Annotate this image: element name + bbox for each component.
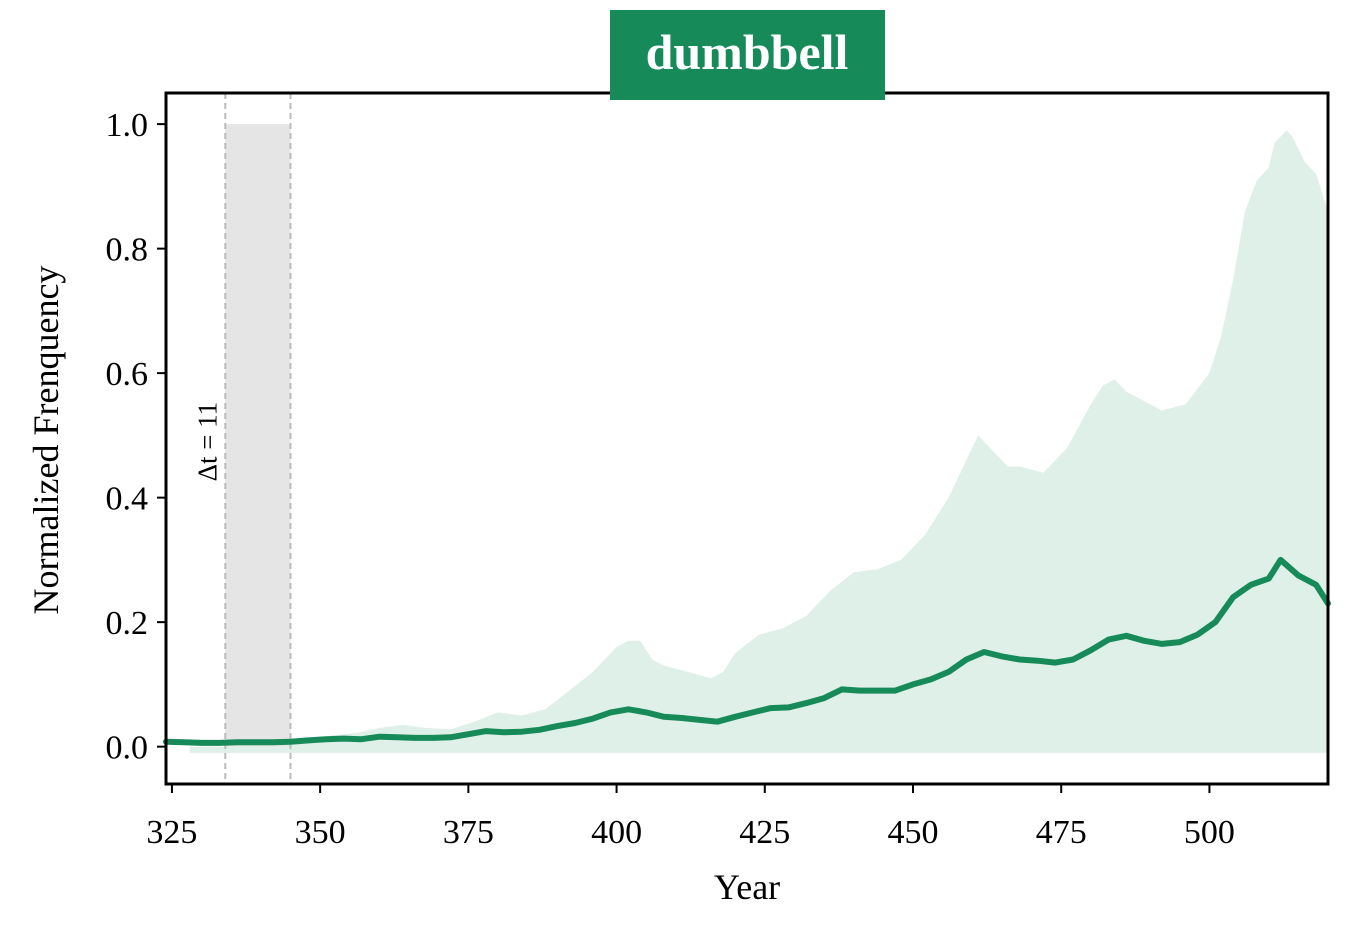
frequency-line xyxy=(163,556,1331,746)
y-tick-label: 1.0 xyxy=(106,107,149,144)
y-tick-label: 0.2 xyxy=(106,605,149,642)
y-axis-label: Normalized Frenquency xyxy=(26,266,66,615)
series-line-layer xyxy=(163,556,1331,746)
y-tick-label: 0.8 xyxy=(106,232,149,269)
x-tick-label: 500 xyxy=(1184,814,1235,851)
x-tick-label: 400 xyxy=(591,814,642,851)
y-tick-label: 0.4 xyxy=(106,481,149,518)
title-background xyxy=(610,10,885,100)
x-axis: 325 350 375 400 425 450 475 500 xyxy=(146,784,1235,851)
x-tick-label: 450 xyxy=(888,814,939,851)
y-tick-label: 0.0 xyxy=(106,730,149,767)
x-tick-label: 375 xyxy=(443,814,494,851)
x-tick-label: 350 xyxy=(295,814,346,851)
x-tick-label: 425 xyxy=(739,814,790,851)
window-layer: Δt = 11 xyxy=(192,93,292,784)
title-badge: dumbbell xyxy=(610,10,885,100)
x-tick-label: 325 xyxy=(146,814,197,851)
x-axis-label: Year xyxy=(714,867,780,907)
y-tick-label: 0.6 xyxy=(106,356,149,393)
confidence-band xyxy=(189,130,1329,753)
chart-title: dumbbell xyxy=(646,24,849,80)
confidence-band-layer xyxy=(189,130,1329,753)
window-label: Δt = 11 xyxy=(192,402,222,482)
y-axis: 0.0 0.2 0.4 0.6 0.8 1.0 xyxy=(106,107,166,767)
time-window-shade xyxy=(225,124,291,747)
x-tick-label: 475 xyxy=(1036,814,1087,851)
